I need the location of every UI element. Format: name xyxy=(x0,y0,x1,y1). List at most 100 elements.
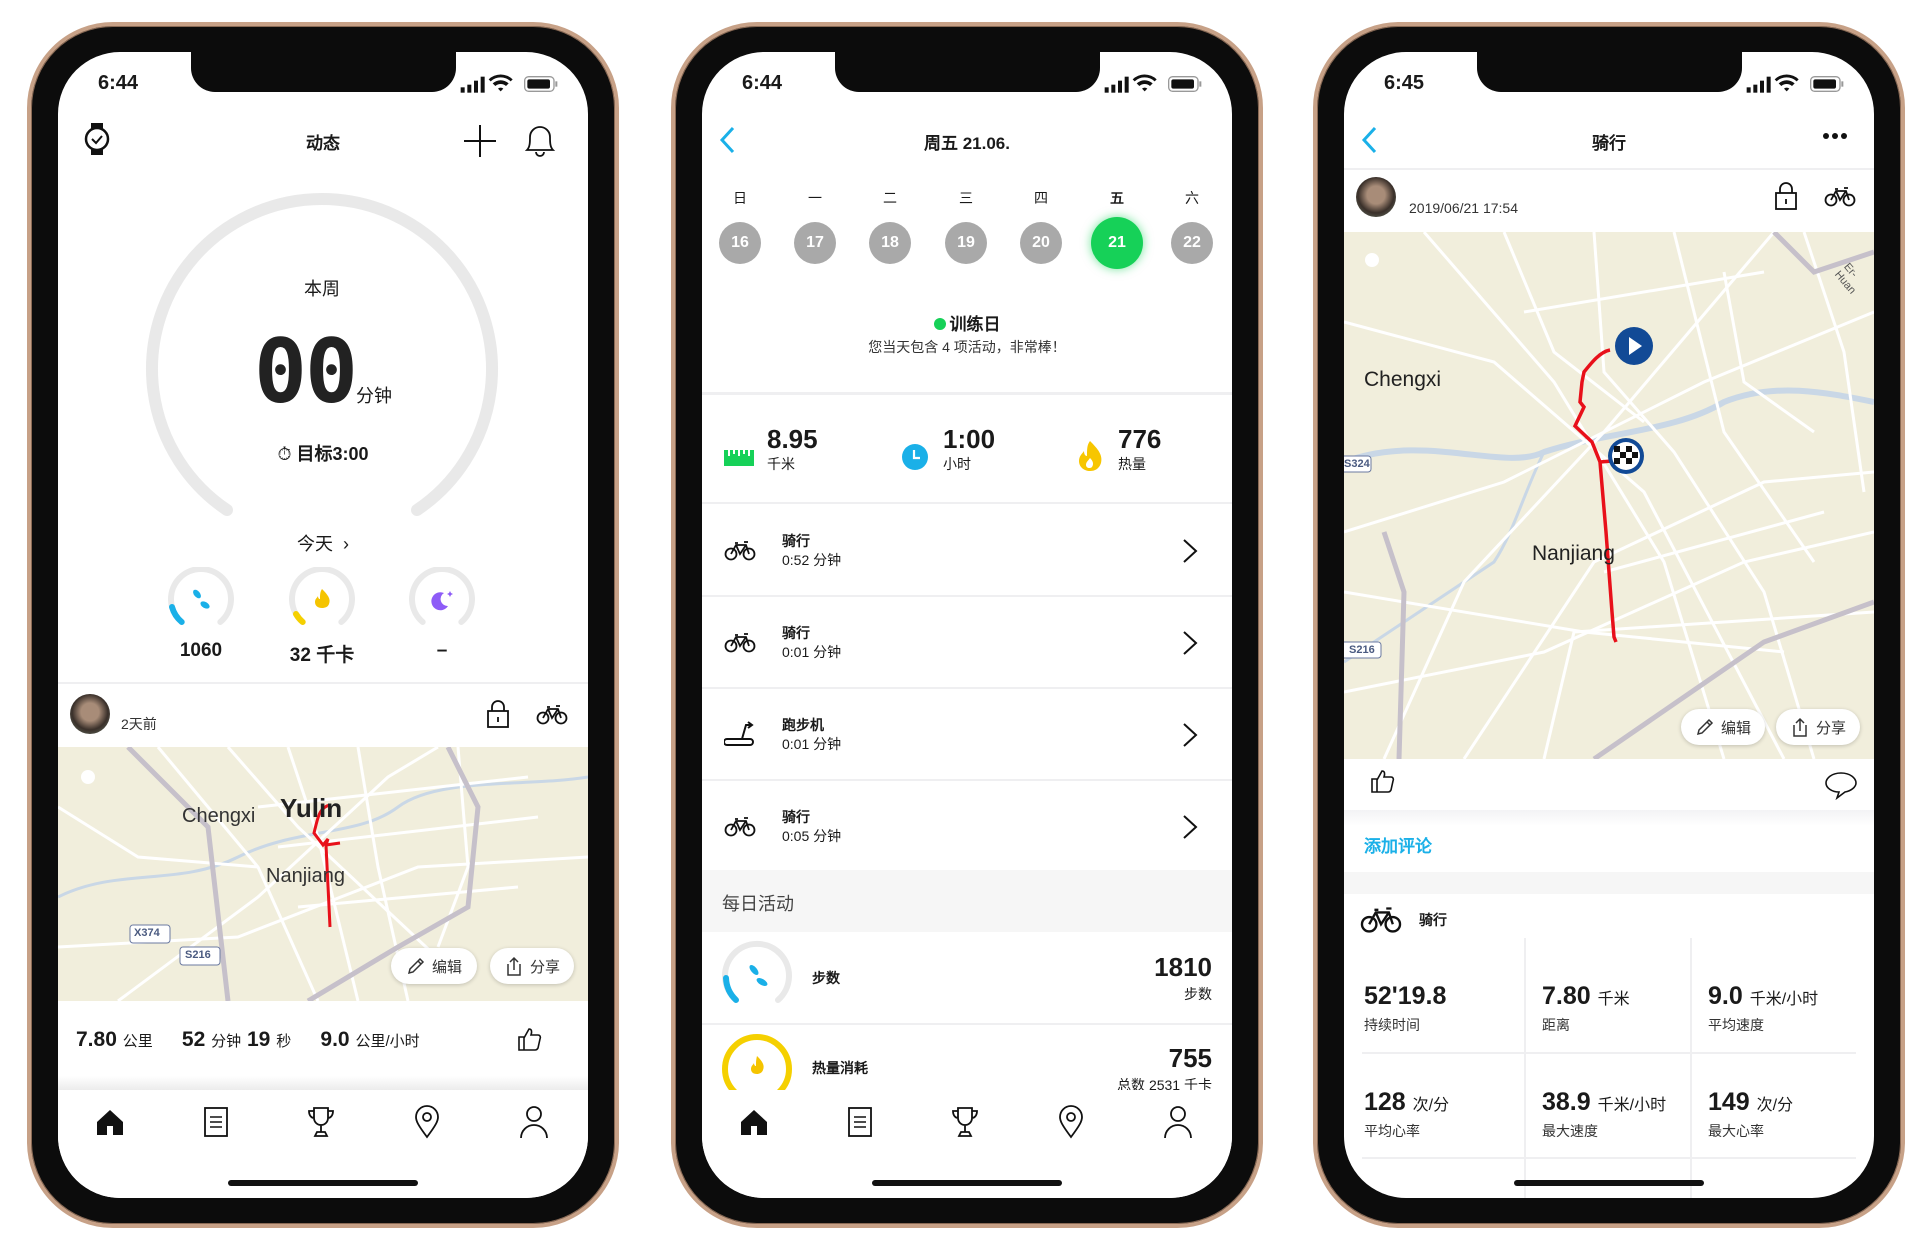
screen: 6:44 周五 21.06. 日 一 二 三 四 五 六 16 17 18 19… xyxy=(702,52,1232,1198)
distance-value: 8.95 xyxy=(767,424,818,454)
week-unit: 分钟 xyxy=(355,386,392,406)
calories-total: 总数 2531 千卡 xyxy=(1117,1077,1212,1093)
day-button[interactable]: 18 xyxy=(869,222,911,264)
card-separator xyxy=(58,1076,588,1090)
home-indicator xyxy=(1514,1180,1704,1186)
tab-map-pin-icon[interactable] xyxy=(1058,1105,1084,1139)
map-label-s216: S216 xyxy=(185,949,211,961)
edit-button[interactable]: 编辑 xyxy=(391,948,477,984)
tab-map-pin-icon[interactable] xyxy=(414,1105,440,1139)
activity-row[interactable]: 骑行 0:05 分钟 xyxy=(702,781,1232,871)
like-icon[interactable] xyxy=(1369,768,1397,796)
speed-value: 9.0 xyxy=(320,1028,350,1051)
duration-min: 52 xyxy=(181,1028,206,1051)
route-map[interactable]: Chengxi Yulin Nanjiang X374 S216 编辑 分享 xyxy=(58,745,588,1004)
duration-value: 1:00 xyxy=(943,424,996,454)
lock-icon[interactable] xyxy=(1774,182,1798,210)
tab-diary-icon[interactable] xyxy=(847,1106,873,1138)
chevron-right-icon: › xyxy=(343,534,349,554)
back-icon[interactable] xyxy=(718,126,736,154)
distance-unit: 千米 xyxy=(767,456,795,472)
day-button[interactable]: 22 xyxy=(1171,222,1213,264)
tab-profile-icon[interactable] xyxy=(1163,1105,1193,1139)
edit-button[interactable]: 编辑 xyxy=(1681,709,1765,745)
lock-icon[interactable] xyxy=(486,700,510,728)
status-time: 6:44 xyxy=(98,72,139,94)
day-button-selected[interactable]: 21 xyxy=(1091,217,1143,269)
day-button[interactable]: 19 xyxy=(945,222,987,264)
bell-icon[interactable] xyxy=(523,122,557,158)
summary-distance: 8.95 千米 xyxy=(767,426,818,474)
goal: ⏱ 目标3:00 xyxy=(58,440,588,466)
status-time: 6:45 xyxy=(1384,72,1425,94)
avatar[interactable] xyxy=(70,694,110,734)
metric-unit: 千米 xyxy=(1597,991,1630,1008)
metric-value: 7.80 xyxy=(1542,982,1591,1010)
duration-sec: 19 xyxy=(246,1028,271,1051)
steps-count: 1810 步数 xyxy=(1154,954,1212,1004)
ruler-icon xyxy=(724,450,754,466)
route-map[interactable]: Chengxi Nanjiang S324 S216 Er-Huan 编辑 分享 xyxy=(1344,230,1874,762)
metric-max-hr: 149 次/分 最大心率 xyxy=(1708,1088,1793,1141)
today-calories[interactable]: 32 千卡 xyxy=(282,566,362,667)
add-icon[interactable] xyxy=(463,124,497,158)
back-icon[interactable] xyxy=(1360,126,1378,154)
weekday-label: 五 xyxy=(1110,190,1124,206)
day-note: 您当天包含 4 项活动，非常棒！ xyxy=(868,339,1066,355)
header-title: 骑行 xyxy=(1592,134,1626,153)
comment-icon[interactable] xyxy=(1824,770,1858,800)
day-button[interactable]: 16 xyxy=(719,222,761,264)
tab-home-icon[interactable] xyxy=(95,1107,125,1137)
metric-unit: 次/分 xyxy=(1412,1097,1450,1114)
today-link[interactable]: 今天 › xyxy=(58,530,588,556)
like-icon[interactable] xyxy=(516,1026,544,1054)
day-button[interactable]: 17 xyxy=(794,222,836,264)
notch xyxy=(835,52,1100,92)
share-button[interactable]: 分享 xyxy=(1776,709,1860,745)
tab-trophy-icon[interactable] xyxy=(306,1106,336,1138)
activity-row[interactable]: 骑行 0:52 分钟 xyxy=(702,505,1232,595)
watch-icon[interactable] xyxy=(82,122,112,156)
weekly-progress-ring xyxy=(146,193,498,516)
today-sleep[interactable]: – xyxy=(402,566,482,662)
activity-name: 骑行 xyxy=(782,809,810,825)
more-icon[interactable] xyxy=(1822,132,1848,140)
activity-duration: 0:01 分钟 xyxy=(782,644,842,660)
metric-avg-speed: 9.0 千米/小时 平均速度 xyxy=(1708,982,1818,1035)
phone-day-summary: 6:44 周五 21.06. 日 一 二 三 四 五 六 16 17 18 19… xyxy=(671,22,1263,1228)
tab-home-icon[interactable] xyxy=(739,1107,769,1137)
summary-calories: 776 热量 xyxy=(1118,426,1161,474)
section-gap xyxy=(1344,872,1874,894)
metric-label: 最大心率 xyxy=(1708,1123,1764,1139)
activity-name: 骑行 xyxy=(782,625,810,641)
map-label-nanjiang: Nanjiang xyxy=(1532,542,1615,565)
activity-name: 跑步机 xyxy=(782,717,824,733)
activity-row[interactable]: 骑行 0:01 分钟 xyxy=(702,597,1232,687)
map-label-nanjiang: Nanjiang xyxy=(266,865,345,887)
tab-trophy-icon[interactable] xyxy=(950,1106,980,1138)
share-button[interactable]: 分享 xyxy=(490,948,574,984)
map-label-s216: S216 xyxy=(1349,644,1375,656)
today-steps[interactable]: 1060 xyxy=(161,566,241,662)
activity-duration: 0:01 分钟 xyxy=(782,736,842,752)
metric-max-speed: 38.9 千米/小时 最大速度 xyxy=(1542,1088,1666,1141)
metric-label: 最大速度 xyxy=(1542,1123,1598,1139)
avatar[interactable] xyxy=(1356,177,1396,217)
tab-diary-icon[interactable] xyxy=(203,1106,229,1138)
pencil-icon xyxy=(1697,719,1713,735)
finish-marker-icon xyxy=(1608,438,1644,474)
day-button[interactable]: 20 xyxy=(1020,222,1062,264)
metric-value: 52'19.8 xyxy=(1364,982,1447,1010)
steps-ring xyxy=(168,566,234,625)
activity-row[interactable]: 跑步机 0:01 分钟 xyxy=(702,689,1232,779)
steps-value: 1060 xyxy=(179,640,223,661)
weekday-label: 四 xyxy=(1034,190,1048,206)
pencil-icon xyxy=(408,958,424,974)
tab-profile-icon[interactable] xyxy=(519,1105,549,1139)
status-icons xyxy=(1746,74,1845,94)
home-indicator xyxy=(872,1180,1062,1186)
daily-activity-title: 每日活动 xyxy=(722,894,794,914)
speed-unit: 公里/小时 xyxy=(355,1033,420,1050)
add-comment-link[interactable]: 添加评论 xyxy=(1364,837,1432,856)
notch xyxy=(191,52,456,92)
